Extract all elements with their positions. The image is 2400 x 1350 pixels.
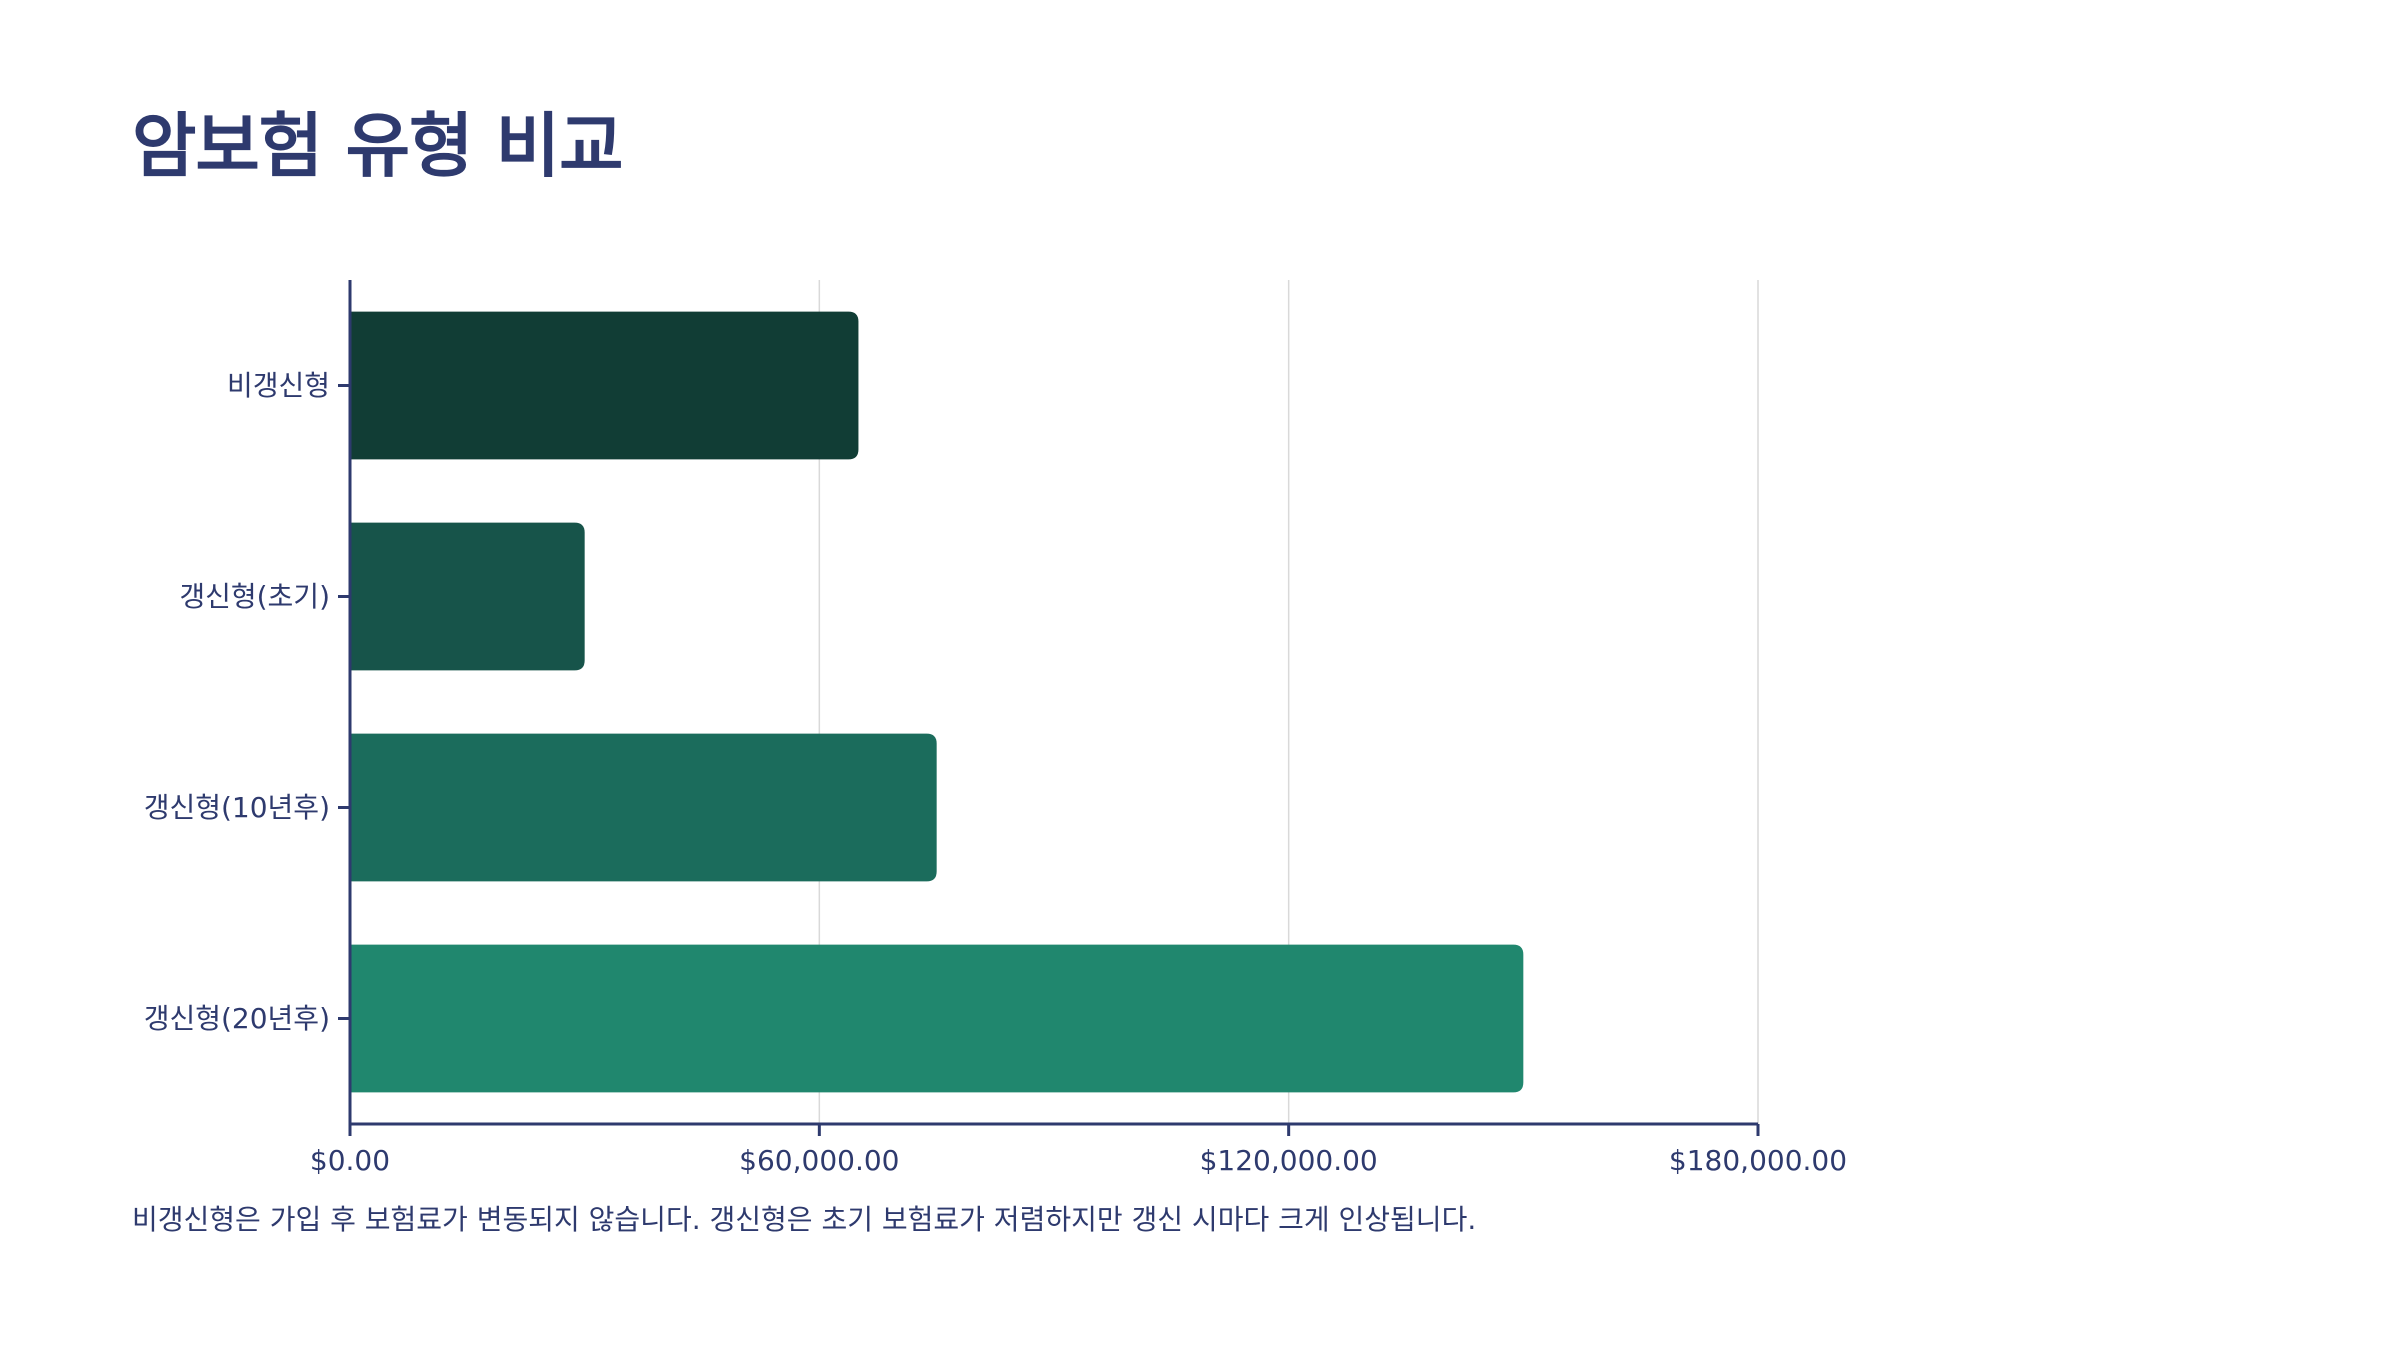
x-tick-label: $180,000.00: [1669, 1144, 1847, 1177]
x-tick-label: $120,000.00: [1200, 1144, 1378, 1177]
x-tick-label: $60,000.00: [739, 1144, 899, 1177]
bar: [350, 944, 1524, 1093]
page-title: 암보험 유형 비교: [132, 105, 624, 187]
bar: [350, 522, 585, 671]
y-tick-label: 갱신형(초기): [179, 580, 330, 613]
y-tick-label: 비갱신형: [227, 369, 330, 402]
bar: [350, 733, 937, 882]
footnote: 비갱신형은 가입 후 보험료가 변동되지 않습니다. 갱신형은 초기 보험료가 …: [132, 1203, 1477, 1236]
y-tick-label: 갱신형(20년후): [144, 1002, 330, 1035]
y-tick-label: 갱신형(10년후): [144, 791, 330, 824]
bar: [350, 311, 859, 460]
x-tick-label: $0.00: [310, 1144, 390, 1177]
bars: [350, 311, 1524, 1093]
